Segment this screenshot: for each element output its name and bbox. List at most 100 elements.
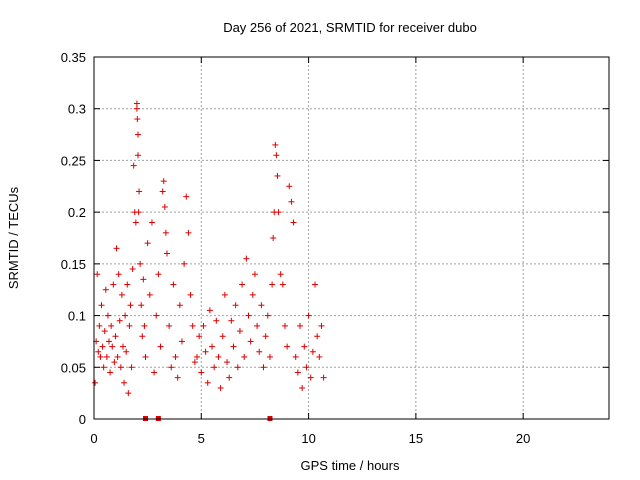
data-point <box>135 209 142 216</box>
data-point <box>239 281 246 288</box>
data-point <box>96 322 103 329</box>
y-tick-label: 0 <box>79 412 86 427</box>
data-point <box>139 333 146 340</box>
data-point <box>209 343 216 350</box>
data-point <box>126 322 133 329</box>
data-point <box>297 322 303 329</box>
data-point <box>217 384 224 391</box>
data-point <box>112 333 119 340</box>
data-point <box>258 302 265 309</box>
grid <box>94 57 609 419</box>
data-point <box>133 100 140 107</box>
data-point <box>277 271 284 278</box>
data-point <box>124 281 131 288</box>
data-point <box>241 353 248 360</box>
data-point <box>273 152 280 159</box>
data-point <box>196 333 203 340</box>
data-point <box>138 302 145 309</box>
data-point <box>130 162 137 169</box>
data-point <box>117 364 124 371</box>
data-point <box>312 281 319 288</box>
y-tick-label: 0.35 <box>61 50 86 65</box>
data-point <box>200 322 207 329</box>
data-point <box>320 374 327 381</box>
data-point <box>251 271 258 278</box>
x-tick-label: 10 <box>301 431 315 446</box>
y-tick-label: 0.3 <box>68 102 86 117</box>
data-point <box>174 374 181 381</box>
data-points <box>92 100 327 421</box>
y-axis-label: SRMTID / TECUs <box>6 186 21 289</box>
data-point <box>247 338 254 345</box>
data-point <box>316 353 323 360</box>
data-point <box>101 328 108 335</box>
data-point <box>123 348 130 355</box>
x-tick-label: 0 <box>90 431 97 446</box>
data-point <box>141 322 148 329</box>
x-axis-label: GPS time / hours <box>301 458 400 473</box>
data-point <box>281 322 288 329</box>
data-point <box>292 353 299 360</box>
data-point <box>125 390 132 397</box>
data-point <box>155 271 162 278</box>
data-point <box>305 312 312 319</box>
data-point <box>299 384 306 391</box>
data-point <box>108 322 115 329</box>
data-point <box>102 286 109 293</box>
data-point <box>99 343 106 350</box>
data-point <box>232 302 239 309</box>
data-point <box>307 374 314 381</box>
axis-ticks: 0 0.05 0.1 0.15 0.2 0.25 0.3 0.35 0 5 10 15 20 <box>61 50 609 446</box>
data-point <box>226 374 233 381</box>
data-point <box>98 302 105 309</box>
data-point <box>221 291 228 298</box>
data-point <box>262 333 269 340</box>
data-point <box>92 379 99 386</box>
data-point <box>294 369 301 376</box>
x-tick-label: 15 <box>409 431 423 446</box>
x-tick-label: 5 <box>198 431 205 446</box>
data-point <box>249 291 256 298</box>
data-point <box>161 203 168 210</box>
data-point <box>183 193 190 200</box>
data-point <box>211 364 218 371</box>
y-tick-label: 0.05 <box>61 360 86 375</box>
data-point <box>215 353 222 360</box>
data-point <box>128 364 135 371</box>
data-point <box>134 152 141 159</box>
data-point <box>118 291 125 298</box>
data-point <box>270 235 277 241</box>
data-point <box>309 348 316 355</box>
data-point <box>103 353 110 360</box>
data-point <box>121 379 128 386</box>
data-point <box>136 188 143 195</box>
data-point <box>107 369 114 376</box>
data-point <box>275 209 282 216</box>
data-point <box>260 364 267 371</box>
data-point <box>97 353 104 360</box>
y-tick-label: 0.25 <box>61 153 86 168</box>
data-point <box>106 338 113 345</box>
data-point <box>234 364 241 371</box>
data-point <box>314 333 321 340</box>
data-point <box>134 131 141 138</box>
plot-frame <box>93 56 610 420</box>
data-point <box>256 348 263 355</box>
y-tick-label: 0.2 <box>68 205 86 220</box>
data-point <box>185 229 192 236</box>
data-point <box>109 343 116 350</box>
data-point <box>151 369 158 376</box>
data-point <box>172 353 179 360</box>
data-point <box>142 353 149 360</box>
data-point <box>189 322 196 329</box>
data-point <box>219 333 226 340</box>
data-point <box>288 198 295 205</box>
data-point <box>236 328 243 335</box>
data-point <box>162 229 169 236</box>
data-point <box>191 359 198 366</box>
data-point <box>243 255 250 262</box>
data-point <box>119 343 126 350</box>
data-point <box>290 219 297 226</box>
data-point <box>213 317 220 324</box>
data-point <box>301 343 308 350</box>
